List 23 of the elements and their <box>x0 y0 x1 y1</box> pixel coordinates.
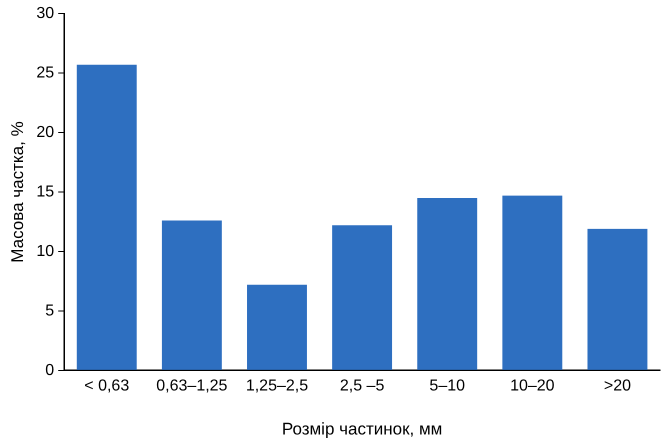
x-tick-label: 10–20 <box>510 377 555 394</box>
bar <box>247 284 307 370</box>
y-axis-title: Масова частка, % <box>8 121 27 263</box>
bar <box>417 198 478 370</box>
x-tick-label: 2,5 –5 <box>340 377 384 394</box>
bar <box>587 228 648 370</box>
x-axis-title: Розмір частинок, мм <box>282 419 442 438</box>
y-tick-label: 30 <box>36 5 54 22</box>
y-tick-label: 5 <box>45 302 54 320</box>
y-tick-label: 10 <box>36 242 54 260</box>
x-tick-label: < 0,63 <box>84 377 130 394</box>
y-tick-label: 25 <box>36 64 54 82</box>
bar <box>332 225 392 370</box>
y-tick-label: 15 <box>36 183 54 200</box>
x-tick-label: 0,63–1,25 <box>156 377 228 394</box>
bar <box>76 64 137 370</box>
y-tick-label: 0 <box>45 362 54 379</box>
x-tick-label: 5–10 <box>429 377 466 394</box>
y-tick-label: 20 <box>36 124 54 141</box>
x-tick-label: 1,25–2,5 <box>246 377 308 394</box>
x-tick-label: >20 <box>604 377 632 394</box>
bar <box>502 196 562 370</box>
bar <box>162 220 222 370</box>
